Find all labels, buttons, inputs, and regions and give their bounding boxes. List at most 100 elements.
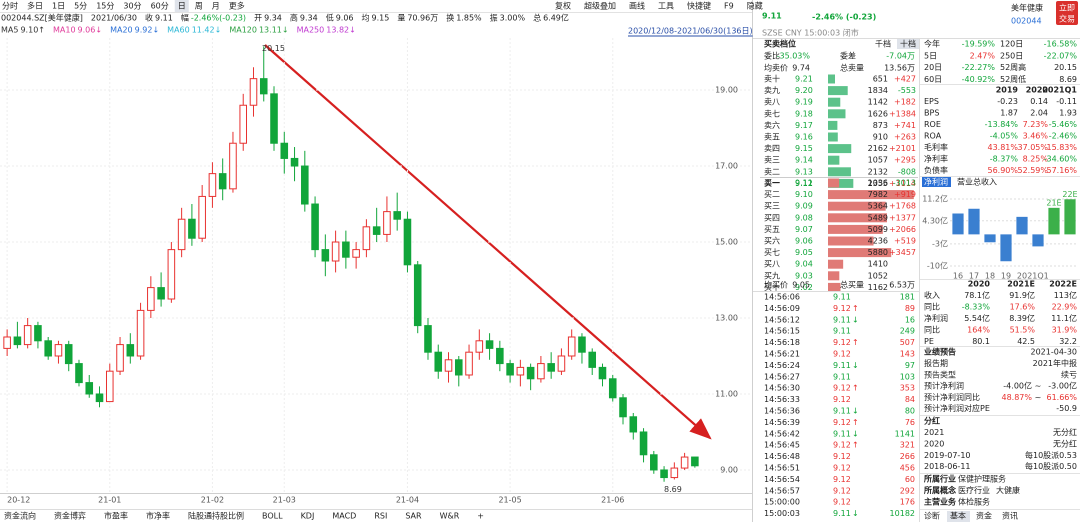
trade-button-label[interactable]: 交易 (1059, 14, 1075, 24)
candle-body (157, 287, 165, 300)
toolbar-tab[interactable]: 1日 (52, 2, 65, 11)
toolbar-tab[interactable]: 周 (195, 2, 203, 11)
label: 均卖价 (764, 63, 788, 73)
depth-bar (828, 190, 914, 200)
level-volume: 4236 (868, 237, 888, 246)
trade-price: 9.11 (833, 372, 851, 381)
label: 预计净利润同比 (924, 392, 980, 402)
bar (1000, 234, 1012, 262)
label: 42.5 (1017, 337, 1035, 346)
toolbar-tab[interactable]: 分时 (2, 1, 18, 11)
candle-body (188, 218, 196, 239)
panel-tab[interactable]: 基本 (950, 511, 966, 521)
toolbar-tab[interactable]: 30分 (123, 2, 141, 11)
candle-body (578, 336, 586, 353)
label: -5.46% (1049, 120, 1078, 129)
panel-tab[interactable]: 诊断 (924, 511, 940, 521)
indicator-tab[interactable]: SAR (405, 512, 422, 521)
indicator-tab[interactable]: 市盈率 (104, 511, 128, 521)
trade-button-label[interactable]: 立即 (1059, 3, 1075, 13)
indicator-tab[interactable]: + (477, 512, 484, 521)
ma-value: 13.82↓ (326, 26, 356, 35)
candle-body (3, 336, 11, 349)
bar (1016, 216, 1028, 235)
label: -22.07% (1044, 51, 1078, 60)
indicator-tab[interactable]: 陆股通持股比例 (188, 511, 244, 521)
trade-price: 9.12 (833, 395, 851, 404)
panel-tab[interactable]: 资金 (976, 511, 992, 521)
toolbar-tab[interactable]: 日 (178, 2, 186, 11)
candle-body (23, 325, 32, 346)
indicator-tab[interactable]: KDJ (301, 512, 315, 521)
toolbar-button[interactable]: 超级叠加 (584, 1, 616, 11)
candle-body (619, 397, 627, 418)
indicator-tab[interactable]: 资金流向 (4, 511, 36, 521)
indicator-tab[interactable]: MACD (332, 512, 356, 521)
toolbar-tab[interactable]: 15分 (96, 2, 114, 11)
trade-button[interactable] (1056, 1, 1078, 25)
indicator-tab[interactable]: W&R (440, 512, 460, 521)
level-label: 买五 (764, 225, 780, 234)
toolbar-tab[interactable]: 多日 (27, 1, 43, 11)
last-price: 9.11 (762, 12, 782, 21)
indicator-tab[interactable]: 市净率 (146, 511, 170, 521)
level-label: 卖六 (764, 120, 780, 130)
label: 2.04 (1030, 109, 1048, 118)
toolbar-tab[interactable]: 60分 (151, 2, 169, 11)
trade-time: 14:56:45 (764, 441, 800, 450)
depth-bar (828, 132, 838, 142)
level-price: 9.21 (795, 75, 813, 84)
candle-body (496, 347, 504, 365)
label: 37.05% (1017, 143, 1048, 152)
panel-tab[interactable]: 资讯 (1002, 511, 1018, 521)
level-change: -808 (898, 167, 916, 176)
depth-bar (828, 167, 851, 177)
range-label[interactable]: 2020/12/08-2021/06/30(136日) (628, 27, 753, 36)
toolbar-tab[interactable]: 5分 (74, 2, 87, 11)
label: 43.81% (987, 143, 1018, 152)
label: 0.14 (1030, 97, 1048, 106)
info-item: 高 (290, 13, 298, 23)
toolbar-tab[interactable]: 更多 (229, 1, 245, 11)
label: 113亿 (1054, 290, 1077, 300)
label: 9.74 (792, 64, 810, 73)
level-change: +2101 (889, 144, 916, 153)
column-header: 2021E (1007, 280, 1035, 289)
level-label: 买六 (764, 236, 780, 246)
candle-body (116, 344, 124, 372)
info-item: 9.15 (372, 14, 390, 23)
ma-name: MA250 (297, 26, 325, 35)
trade-time: 14:56:48 (764, 452, 800, 461)
chart-tab[interactable]: 净利润 (924, 177, 948, 187)
chart-tab[interactable]: 营业总收入 (957, 177, 997, 187)
candle-body (454, 359, 463, 376)
trade-time: 14:56:30 (764, 384, 800, 393)
toolbar-tab[interactable]: 月 (212, 2, 220, 11)
trade-volume: 292 (900, 486, 915, 495)
label: 预告类型 (924, 369, 956, 379)
stock-name: 美年健康 (1011, 3, 1043, 13)
toolbar-button[interactable]: F9 (724, 2, 734, 11)
column-header: 2021Q1 (1042, 86, 1077, 95)
indicator-tab[interactable]: RSI (374, 512, 387, 521)
depth-bar (828, 155, 840, 165)
indicator-tab[interactable]: BOLL (262, 512, 283, 521)
trade-price: 9.12 (833, 452, 851, 461)
depth-mode[interactable]: 千档 (875, 39, 891, 49)
depth-mode[interactable]: 十档 (900, 39, 916, 49)
candle-body (167, 249, 176, 300)
label: ROE (924, 120, 941, 129)
toolbar-button[interactable]: 工具 (658, 2, 674, 11)
trade-volume: 249 (900, 327, 915, 336)
toolbar-button[interactable]: 隐藏 (747, 1, 763, 11)
label: 同比 (924, 302, 940, 312)
trade-price: 9.12 (833, 304, 851, 313)
indicator-tab[interactable]: 资金博弈 (54, 511, 86, 521)
candle-body (383, 211, 391, 235)
column-header: 2020 (1026, 86, 1049, 95)
toolbar-button[interactable]: 画线 (629, 1, 645, 11)
toolbar-button[interactable]: 快捷键 (687, 1, 711, 11)
label: 6.53万 (889, 281, 915, 290)
toolbar-button[interactable]: 复权 (555, 1, 571, 11)
